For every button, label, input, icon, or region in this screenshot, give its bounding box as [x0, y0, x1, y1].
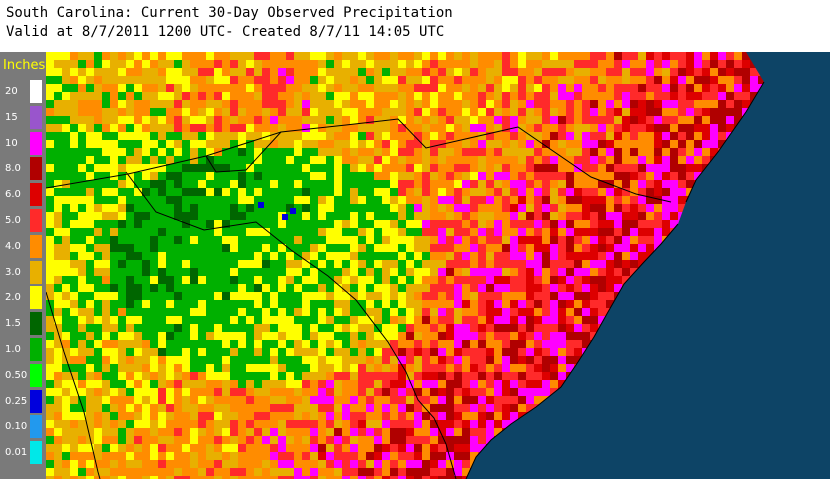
legend-swatch [30, 415, 42, 439]
legend-label: 10 [5, 137, 18, 149]
legend-swatch [30, 234, 42, 258]
legend-label: 4.0 [5, 240, 21, 252]
legend-label: 0.25 [5, 395, 28, 407]
legend-label: 0.50 [5, 369, 28, 381]
legend-swatch [30, 389, 42, 413]
legend-label: 3.0 [5, 266, 21, 278]
legend-swatch [30, 80, 42, 103]
outer-banks [685, 81, 765, 203]
legend-swatch [30, 286, 42, 310]
legend-title: Inches [3, 58, 46, 73]
legend-label: 2.0 [5, 292, 21, 304]
legend-label: 1.0 [5, 344, 21, 355]
precipitation-map [46, 52, 830, 479]
coastline [465, 223, 679, 479]
legend-swatch [30, 338, 42, 361]
ga-al-border [46, 291, 101, 479]
legend-label: 6.0 [5, 189, 21, 201]
legend-label: 20 [5, 86, 18, 97]
atlantic-ocean [466, 52, 830, 479]
state-borders [46, 81, 765, 479]
legend-swatch [30, 105, 42, 129]
legend-label: 0.10 [5, 421, 28, 433]
legend-swatch [30, 441, 42, 465]
map-title: South Carolina: Current 30-Day Observed … [6, 5, 453, 21]
legend-swatch [30, 209, 42, 232]
nc-sc-border [46, 118, 672, 203]
legend-swatch [30, 260, 42, 284]
legend-label: 15 [5, 111, 18, 123]
legend-swatch [30, 157, 42, 181]
map-subtitle: Valid at 8/7/2011 1200 UTC- Created 8/7/… [6, 24, 445, 40]
precipitation-legend: Inches 20 15 10 8.0 6.0 5.0 4.0 3.0 2.0 1.5 1.0 0.5… [0, 52, 46, 479]
legend-label: 0.01 [5, 447, 28, 459]
legend-label: 8.0 [5, 163, 21, 175]
legend-swatch [30, 312, 42, 336]
nc-sc-inland [205, 131, 282, 173]
legend-swatch [30, 363, 42, 387]
legend-label: 1.5 [5, 318, 21, 330]
legend-swatch [30, 183, 42, 207]
legend-swatch [30, 131, 42, 155]
legend-label: 5.0 [5, 215, 21, 226]
ga-sc-border [125, 171, 457, 479]
